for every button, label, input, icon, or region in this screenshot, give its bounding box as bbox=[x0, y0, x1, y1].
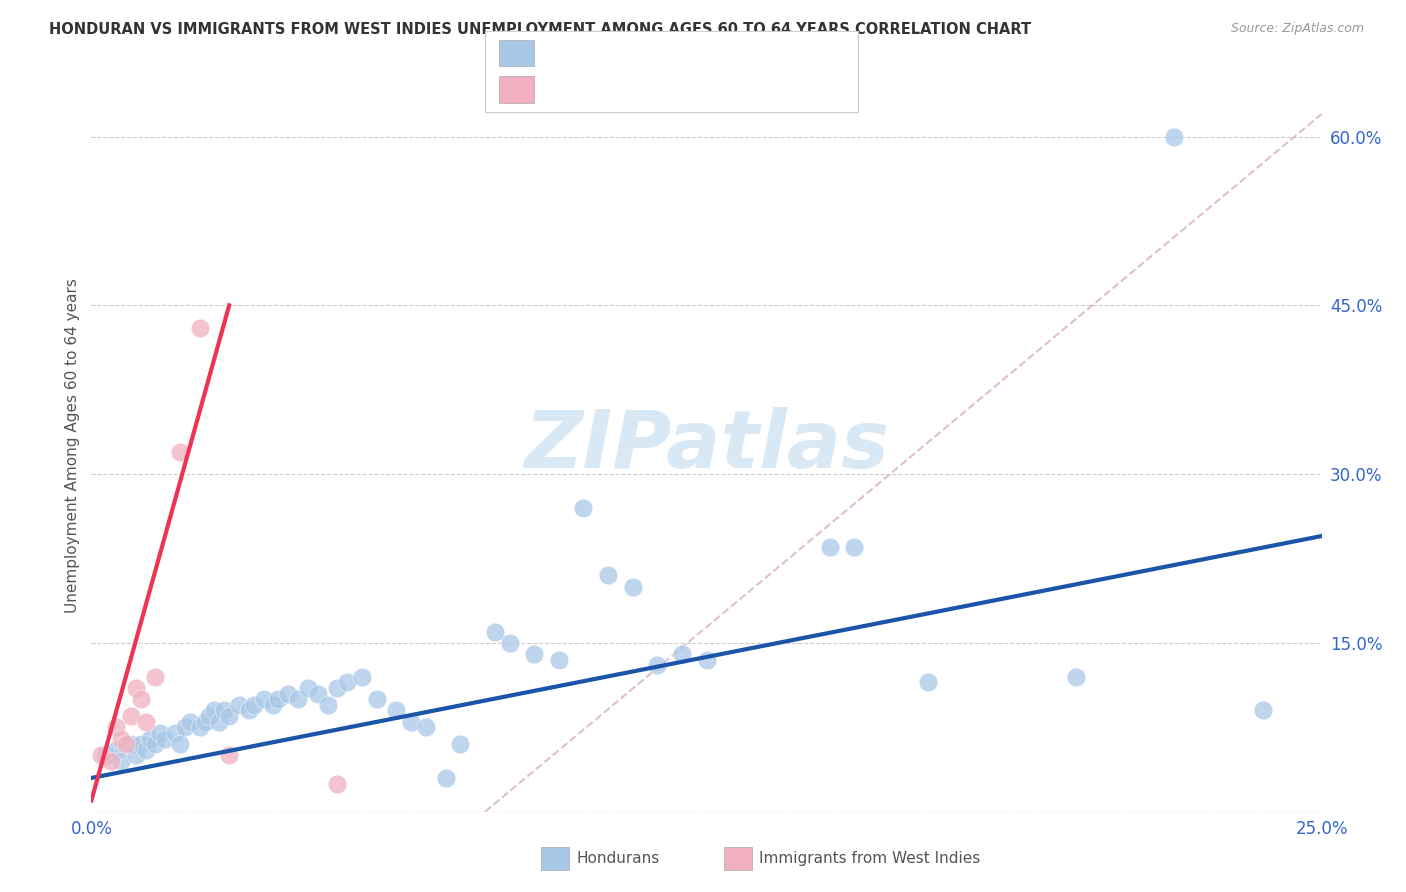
Point bbox=[1064, 670, 1087, 684]
Text: ZIPatlas: ZIPatlas bbox=[524, 407, 889, 485]
Point bbox=[145, 737, 166, 751]
Point bbox=[326, 776, 349, 790]
Point bbox=[120, 709, 142, 723]
Point bbox=[163, 726, 186, 740]
Point bbox=[572, 500, 595, 515]
Point bbox=[208, 714, 231, 729]
Point bbox=[484, 624, 506, 639]
Point bbox=[1163, 129, 1185, 144]
Point bbox=[366, 692, 388, 706]
Text: 55: 55 bbox=[703, 44, 727, 62]
Point bbox=[415, 720, 437, 734]
Point bbox=[114, 737, 138, 751]
Point bbox=[169, 737, 191, 751]
Point bbox=[262, 698, 284, 712]
Point bbox=[228, 698, 250, 712]
Point bbox=[105, 720, 127, 734]
Point bbox=[145, 670, 166, 684]
Point bbox=[523, 647, 546, 661]
Text: N =: N = bbox=[654, 44, 709, 62]
Text: 0.414: 0.414 bbox=[591, 44, 645, 62]
Point bbox=[212, 703, 235, 717]
Point bbox=[149, 726, 172, 740]
Point bbox=[671, 647, 693, 661]
Point bbox=[498, 636, 520, 650]
Point bbox=[287, 692, 309, 706]
Point bbox=[90, 748, 112, 763]
Point bbox=[100, 754, 122, 768]
Point bbox=[596, 568, 619, 582]
Point bbox=[307, 687, 329, 701]
Point bbox=[547, 653, 569, 667]
Point bbox=[124, 681, 146, 695]
Point bbox=[277, 687, 299, 701]
Point bbox=[297, 681, 319, 695]
Point bbox=[253, 692, 276, 706]
Point bbox=[621, 580, 644, 594]
Point bbox=[153, 731, 177, 746]
Text: R =: R = bbox=[548, 81, 586, 99]
Point bbox=[124, 748, 146, 763]
Point bbox=[818, 541, 841, 555]
Point bbox=[198, 709, 221, 723]
Text: Source: ZipAtlas.com: Source: ZipAtlas.com bbox=[1230, 22, 1364, 36]
Point bbox=[202, 703, 225, 717]
Point bbox=[96, 748, 117, 763]
Point bbox=[316, 698, 339, 712]
Text: HONDURAN VS IMMIGRANTS FROM WEST INDIES UNEMPLOYMENT AMONG AGES 60 TO 64 YEARS C: HONDURAN VS IMMIGRANTS FROM WEST INDIES … bbox=[49, 22, 1032, 37]
Text: Hondurans: Hondurans bbox=[576, 851, 659, 865]
Point bbox=[242, 698, 264, 712]
Point bbox=[449, 737, 471, 751]
Point bbox=[139, 731, 162, 746]
Point bbox=[399, 714, 422, 729]
Point bbox=[917, 675, 939, 690]
Point bbox=[120, 737, 142, 751]
Point bbox=[434, 771, 457, 785]
Point bbox=[193, 714, 217, 729]
Point bbox=[174, 720, 197, 734]
Point bbox=[1251, 703, 1274, 717]
Point bbox=[105, 743, 127, 757]
Point bbox=[129, 737, 152, 751]
Text: N =: N = bbox=[654, 81, 709, 99]
Point bbox=[695, 653, 717, 667]
Point bbox=[188, 321, 211, 335]
Point bbox=[179, 714, 201, 729]
Point bbox=[385, 703, 408, 717]
Point bbox=[218, 748, 240, 763]
Text: R =: R = bbox=[548, 44, 586, 62]
Point bbox=[218, 709, 240, 723]
Point bbox=[110, 754, 132, 768]
Y-axis label: Unemployment Among Ages 60 to 64 years: Unemployment Among Ages 60 to 64 years bbox=[65, 278, 80, 614]
Point bbox=[645, 658, 669, 673]
Text: Immigrants from West Indies: Immigrants from West Indies bbox=[759, 851, 980, 865]
Point bbox=[188, 720, 211, 734]
Point bbox=[129, 692, 152, 706]
Point bbox=[135, 743, 156, 757]
Point bbox=[135, 714, 156, 729]
Point bbox=[110, 731, 132, 746]
Point bbox=[169, 444, 191, 458]
Point bbox=[326, 681, 349, 695]
Text: 14: 14 bbox=[703, 81, 727, 99]
Point bbox=[336, 675, 359, 690]
Point bbox=[267, 692, 290, 706]
Point bbox=[352, 670, 374, 684]
Text: 0.817: 0.817 bbox=[591, 81, 645, 99]
Point bbox=[842, 541, 865, 555]
Point bbox=[238, 703, 260, 717]
